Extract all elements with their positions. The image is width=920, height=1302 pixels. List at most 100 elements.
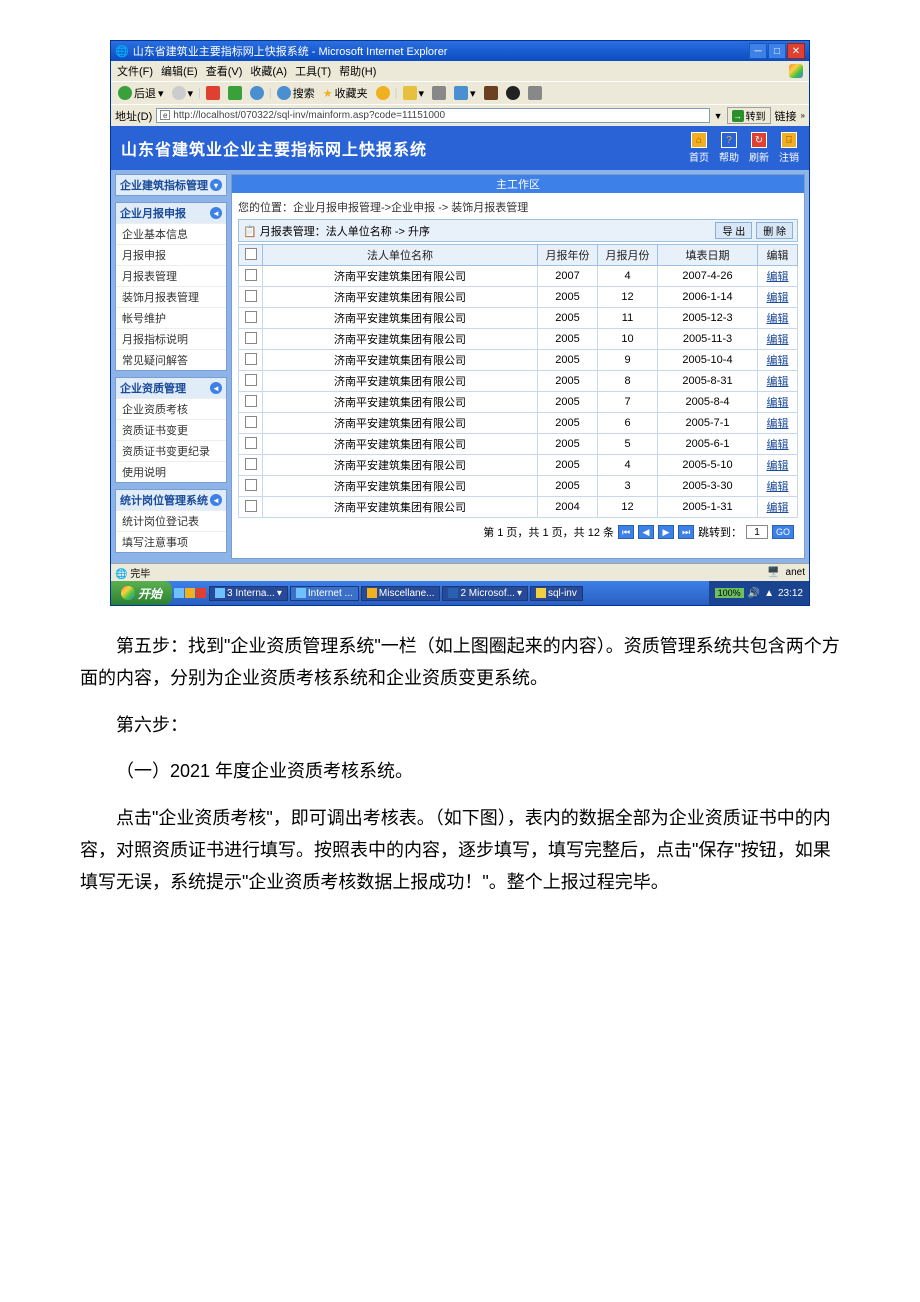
task-tab[interactable]: 3 Interna...▾ [209, 586, 288, 601]
side-item[interactable]: 企业资质考核 [116, 398, 226, 419]
row-checkbox[interactable] [245, 458, 257, 470]
edit-link[interactable]: 编辑 [767, 355, 789, 367]
row-checkbox[interactable] [245, 311, 257, 323]
side-item[interactable]: 填写注意事项 [116, 531, 226, 552]
edit-link[interactable]: 编辑 [767, 376, 789, 388]
side-item[interactable]: 月报申报 [116, 244, 226, 265]
col-date[interactable]: 填表日期 [658, 245, 758, 266]
edit-link[interactable]: 编辑 [767, 271, 789, 283]
row-checkbox[interactable] [245, 437, 257, 449]
row-checkbox[interactable] [245, 500, 257, 512]
pager-go[interactable]: GO [772, 525, 794, 539]
forward-button[interactable]: ▾ [169, 85, 197, 101]
tray-icon[interactable]: 🔊 [748, 588, 760, 599]
side-item[interactable]: 常见疑问解答 [116, 349, 226, 370]
edit-link[interactable]: 编辑 [767, 292, 789, 304]
row-checkbox[interactable] [245, 416, 257, 428]
col-month[interactable]: 月报月份 [598, 245, 658, 266]
pager-next[interactable]: ▶ [658, 525, 674, 539]
pager-first[interactable]: ⏮ [618, 525, 634, 539]
side-item[interactable]: 月报指标说明 [116, 328, 226, 349]
back-button[interactable]: 后退 ▾ [115, 84, 167, 102]
side-item[interactable]: 帐号维护 [116, 307, 226, 328]
menu-fav[interactable]: 收藏(A) [250, 63, 287, 79]
search-button[interactable]: 搜索 [274, 84, 318, 102]
help-icon[interactable]: ?帮助 [719, 132, 739, 164]
history-button[interactable] [373, 85, 393, 101]
edit-link[interactable]: 编辑 [767, 313, 789, 325]
ql-icon[interactable] [196, 588, 206, 598]
links-label[interactable]: 链接 [775, 108, 797, 124]
side-item[interactable]: 资质证书变更纪录 [116, 440, 226, 461]
tool-button[interactable] [481, 85, 501, 101]
row-checkbox[interactable] [245, 395, 257, 407]
side-group-3[interactable]: 统计岗位管理系统◄ [116, 490, 226, 510]
start-button[interactable]: 开始 [111, 581, 172, 605]
task-tab[interactable]: 2 Microsof...▾ [442, 586, 528, 601]
delete-button[interactable]: 删 除 [756, 222, 793, 239]
row-checkbox[interactable] [245, 332, 257, 344]
side-item[interactable]: 企业基本信息 [116, 223, 226, 244]
side-group-0[interactable]: 企业建筑指标管理▾ [116, 175, 226, 195]
go-button[interactable]: →转到 [727, 107, 771, 124]
print-button[interactable] [429, 85, 449, 101]
menu-tools[interactable]: 工具(T) [295, 63, 331, 79]
refresh-icon[interactable]: ↻刷新 [749, 132, 769, 164]
cell-date: 2005-11-3 [658, 329, 758, 350]
row-checkbox[interactable] [245, 269, 257, 281]
sort-label: 📋 月报表管理：法人单位名称 -> 升序 [243, 223, 430, 239]
col-name[interactable]: 法人单位名称 [263, 245, 538, 266]
pager-last[interactable]: ⏭ [678, 525, 694, 539]
edit-button[interactable]: ▾ [451, 85, 479, 101]
logout-icon[interactable]: ⍈注销 [779, 132, 799, 164]
task-tab[interactable]: Miscellane... [361, 586, 441, 601]
edit-link[interactable]: 编辑 [767, 334, 789, 346]
task-tab[interactable]: sql-inv [530, 586, 583, 601]
side-item[interactable]: 月报表管理 [116, 265, 226, 286]
side-item[interactable]: 使用说明 [116, 461, 226, 482]
pager-input[interactable] [746, 525, 768, 539]
tray-icon[interactable]: ▲ [764, 588, 774, 599]
extra-button[interactable] [525, 85, 545, 101]
mail-button[interactable]: ▾ [400, 85, 428, 101]
edit-link[interactable]: 编辑 [767, 502, 789, 514]
task-tab[interactable]: Internet ... [290, 586, 359, 601]
menu-edit[interactable]: 编辑(E) [161, 63, 198, 79]
refresh-button[interactable] [225, 85, 245, 101]
menu-help[interactable]: 帮助(H) [339, 63, 376, 79]
qq-button[interactable] [503, 85, 523, 101]
side-item[interactable]: 装饰月报表管理 [116, 286, 226, 307]
home-icon[interactable]: ⌂首页 [689, 132, 709, 164]
menu-file[interactable]: 文件(F) [117, 63, 153, 79]
edit-link[interactable]: 编辑 [767, 397, 789, 409]
edit-link[interactable]: 编辑 [767, 418, 789, 430]
home-button[interactable] [247, 85, 267, 101]
checkbox-all[interactable] [245, 248, 257, 260]
edit-link[interactable]: 编辑 [767, 481, 789, 493]
pager-prev[interactable]: ◀ [638, 525, 654, 539]
menu-view[interactable]: 查看(V) [206, 63, 243, 79]
cell-year: 2005 [538, 371, 598, 392]
table-row: 济南平安建筑集团有限公司200542005-5-10编辑 [239, 455, 798, 476]
side-item[interactable]: 统计岗位登记表 [116, 510, 226, 531]
ql-icon[interactable] [185, 588, 195, 598]
favorites-button[interactable]: ★收藏夹 [320, 84, 371, 102]
edit-link[interactable]: 编辑 [767, 439, 789, 451]
url-input[interactable]: ehttp://localhost/070322/sql-inv/mainfor… [156, 108, 709, 123]
cell-year: 2007 [538, 266, 598, 287]
export-button[interactable]: 导 出 [715, 222, 752, 239]
minimize-button[interactable]: ─ [749, 43, 767, 59]
maximize-button[interactable]: □ [768, 43, 786, 59]
stop-button[interactable] [203, 85, 223, 101]
edit-link[interactable]: 编辑 [767, 460, 789, 472]
ql-icon[interactable] [174, 588, 184, 598]
row-checkbox[interactable] [245, 374, 257, 386]
close-button[interactable]: ✕ [787, 43, 805, 59]
row-checkbox[interactable] [245, 290, 257, 302]
side-group-1[interactable]: 企业月报申报◄ [116, 203, 226, 223]
row-checkbox[interactable] [245, 479, 257, 491]
row-checkbox[interactable] [245, 353, 257, 365]
col-year[interactable]: 月报年份 [538, 245, 598, 266]
side-group-2[interactable]: 企业资质管理◄ [116, 378, 226, 398]
side-item[interactable]: 资质证书变更 [116, 419, 226, 440]
